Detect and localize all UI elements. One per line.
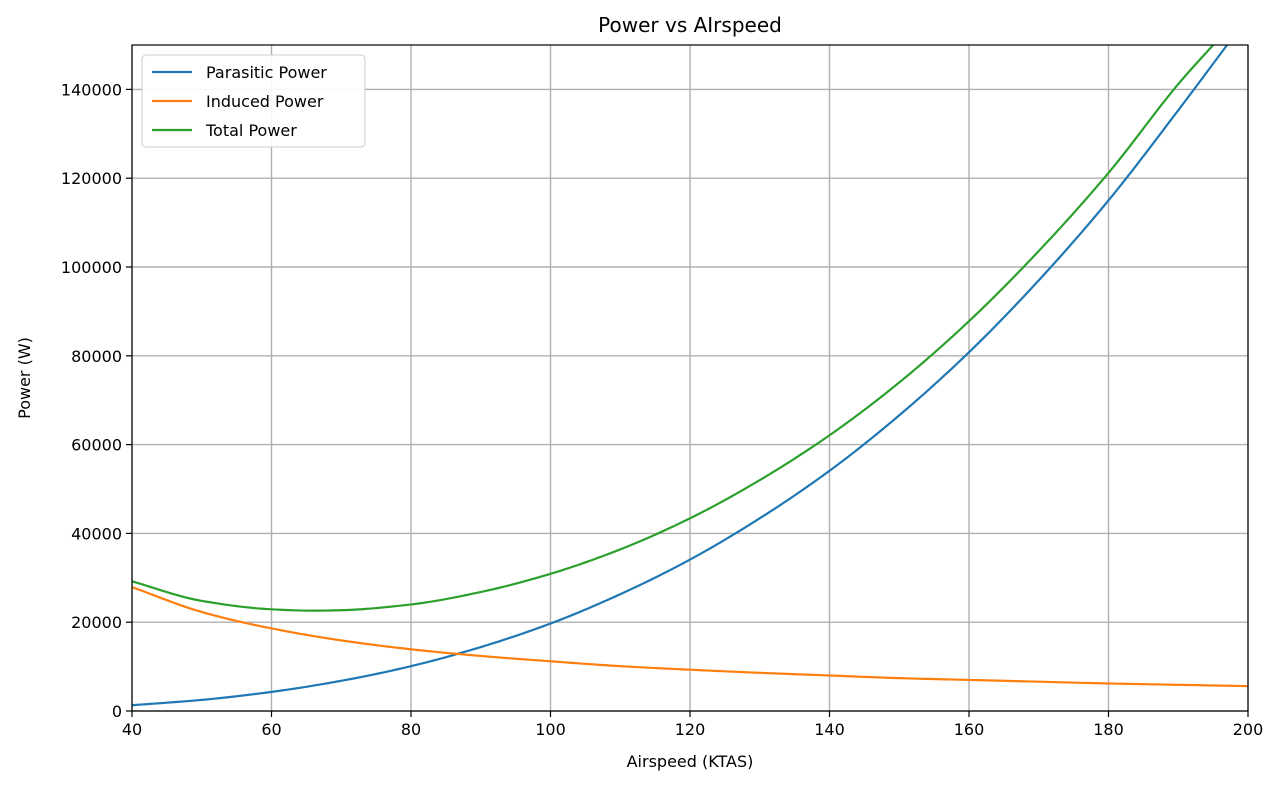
x-tick-label: 160 — [954, 720, 985, 739]
x-tick-label: 200 — [1233, 720, 1264, 739]
x-tick-label: 100 — [535, 720, 566, 739]
legend-box — [141, 54, 366, 148]
legend-entry: Induced Power — [206, 92, 324, 111]
series-line-1 — [131, 586, 1249, 688]
x-axis-label: Airspeed (KTAS) — [627, 752, 754, 771]
y-tick-label: 120000 — [61, 169, 122, 188]
legend-entry: Total Power — [205, 121, 297, 140]
y-tick-label: 0 — [112, 702, 122, 721]
legend: Parasitic Power Induced Power Total Power — [141, 54, 366, 148]
y-tick-label: 40000 — [71, 524, 122, 543]
y-axis-ticks: 0 20000 40000 60000 80000 100000 120000 140000 — [61, 80, 132, 721]
y-tick-label: 80000 — [71, 347, 122, 366]
y-tick-label: 140000 — [61, 80, 122, 99]
y-axis-label: Power (W) — [15, 337, 34, 419]
series-lines — [131, 44, 1249, 707]
x-axis-ticks: 40 60 80 100 120 140 160 180 200 — [122, 711, 1263, 739]
y-tick-label: 20000 — [71, 613, 122, 632]
grid-lines — [131, 45, 1249, 712]
x-tick-label: 140 — [814, 720, 845, 739]
series-line-2 — [131, 44, 1214, 612]
x-tick-label: 40 — [122, 720, 142, 739]
x-tick-label: 80 — [401, 720, 421, 739]
x-tick-label: 180 — [1093, 720, 1124, 739]
series-line-0 — [131, 44, 1228, 707]
x-tick-label: 120 — [675, 720, 706, 739]
y-tick-label: 100000 — [61, 258, 122, 277]
x-tick-label: 60 — [261, 720, 281, 739]
legend-entry: Parasitic Power — [206, 63, 327, 82]
chart-title: Power vs AIrspeed — [598, 13, 782, 37]
y-tick-label: 60000 — [71, 436, 122, 455]
